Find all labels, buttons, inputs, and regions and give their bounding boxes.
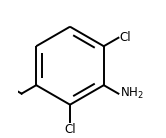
Text: Cl: Cl xyxy=(64,123,76,136)
Text: Cl: Cl xyxy=(120,31,131,44)
Text: NH$_2$: NH$_2$ xyxy=(120,85,144,101)
